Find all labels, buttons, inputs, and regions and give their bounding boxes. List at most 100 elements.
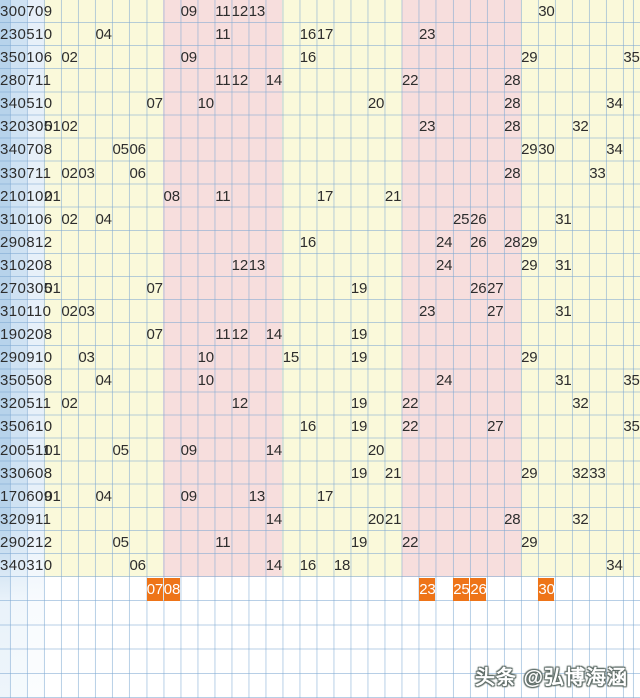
number-cell: 11 bbox=[215, 72, 231, 90]
number-cell: 04 bbox=[95, 487, 112, 505]
number-cell: 19 bbox=[350, 349, 368, 367]
prediction-cell: 30 bbox=[538, 577, 555, 601]
number-cell: 29 bbox=[521, 533, 538, 551]
number-cell: 19 bbox=[350, 418, 368, 436]
number-cell: 33 bbox=[589, 464, 606, 482]
number-cell: 33 bbox=[589, 164, 606, 182]
row-label: 290812 bbox=[0, 233, 53, 251]
number-cell: 06 bbox=[129, 141, 146, 159]
row-label: 320511 bbox=[0, 395, 52, 413]
number-cell: 09 bbox=[180, 487, 197, 505]
number-cell: 17 bbox=[316, 487, 334, 505]
number-cell: 12 bbox=[231, 326, 248, 344]
row-label: 230510 bbox=[0, 26, 53, 44]
number-cell: 31 bbox=[555, 210, 572, 228]
number-cell: 22 bbox=[401, 395, 419, 413]
number-cell: 24 bbox=[436, 372, 453, 390]
number-cell: 10 bbox=[197, 95, 214, 113]
number-cell: 23 bbox=[418, 303, 436, 321]
number-cell: 35 bbox=[623, 49, 640, 67]
number-cell: 11 bbox=[215, 26, 231, 44]
number-cell: 28 bbox=[504, 118, 521, 136]
number-cell: 01 bbox=[44, 118, 61, 136]
row-label: 330711 bbox=[0, 164, 52, 182]
row-label: 270305 bbox=[0, 279, 53, 297]
number-cell: 21 bbox=[384, 464, 402, 482]
row-label: 300709 bbox=[0, 3, 53, 20]
number-cell: 14 bbox=[265, 72, 283, 90]
number-cell: 02 bbox=[61, 395, 78, 413]
number-cell: 18 bbox=[333, 556, 351, 574]
number-cell: 03 bbox=[78, 303, 95, 321]
number-cell: 07 bbox=[146, 279, 163, 297]
number-cell: 15 bbox=[282, 349, 300, 367]
row-label: 290910 bbox=[0, 349, 53, 367]
number-cell: 02 bbox=[61, 118, 78, 136]
row-label: 340310 bbox=[0, 556, 53, 574]
row-label: 350610 bbox=[0, 418, 53, 436]
number-cell: 32 bbox=[572, 510, 589, 528]
row-label: 340510 bbox=[0, 95, 53, 113]
row-label: 350106 bbox=[0, 49, 53, 67]
number-cell: 35 bbox=[623, 418, 640, 436]
number-cell: 30 bbox=[538, 3, 555, 20]
number-cell: 19 bbox=[350, 533, 368, 551]
row-label: 210102 bbox=[0, 187, 53, 205]
number-cell: 28 bbox=[504, 95, 521, 113]
row-label: 350508 bbox=[0, 372, 53, 390]
number-cell: 09 bbox=[180, 441, 197, 459]
row-label: 320305 bbox=[0, 118, 53, 136]
number-cell: 13 bbox=[248, 487, 265, 505]
number-cell: 28 bbox=[504, 164, 521, 182]
row-label: 320911 bbox=[0, 510, 52, 528]
number-cell: 16 bbox=[299, 49, 317, 67]
number-cell: 31 bbox=[555, 256, 572, 274]
prediction-cell: 23 bbox=[419, 577, 436, 601]
number-cell: 26 bbox=[470, 233, 487, 251]
number-cell: 11 bbox=[215, 326, 231, 344]
number-cell: 26 bbox=[470, 279, 487, 297]
value-band-29-35 bbox=[520, 0, 640, 577]
number-cell: 06 bbox=[129, 164, 146, 182]
number-cell: 06 bbox=[129, 556, 146, 574]
number-cell: 29 bbox=[521, 233, 538, 251]
number-cell: 30 bbox=[538, 141, 555, 159]
number-cell: 03 bbox=[78, 349, 95, 367]
number-cell: 17 bbox=[316, 187, 334, 205]
number-cell: 09 bbox=[180, 49, 197, 67]
number-cell: 08 bbox=[163, 187, 180, 205]
number-cell: 16 bbox=[299, 418, 317, 436]
number-cell: 03 bbox=[78, 164, 95, 182]
row-label: 330608 bbox=[0, 464, 53, 482]
number-cell: 25 bbox=[453, 210, 470, 228]
prediction-cell: 07 bbox=[146, 577, 163, 601]
number-cell: 20 bbox=[367, 510, 385, 528]
number-cell: 01 bbox=[44, 279, 61, 297]
number-cell: 10 bbox=[197, 372, 214, 390]
number-cell: 01 bbox=[44, 441, 61, 459]
number-cell: 14 bbox=[265, 441, 283, 459]
row-label: 280711 bbox=[0, 72, 52, 90]
number-cell: 29 bbox=[521, 464, 538, 482]
number-cell: 13 bbox=[248, 3, 265, 20]
number-cell: 02 bbox=[61, 210, 78, 228]
prediction-cell: 26 bbox=[470, 577, 487, 601]
number-cell: 22 bbox=[401, 72, 419, 90]
number-cell: 20 bbox=[367, 441, 385, 459]
number-cell: 32 bbox=[572, 118, 589, 136]
number-cell: 02 bbox=[61, 303, 78, 321]
value-band-15-21 bbox=[282, 0, 402, 577]
number-cell: 19 bbox=[350, 279, 368, 297]
number-cell: 07 bbox=[146, 326, 163, 344]
number-cell: 29 bbox=[521, 349, 538, 367]
row-label: 340708 bbox=[0, 141, 53, 159]
number-cell: 04 bbox=[95, 372, 112, 390]
row-label: 170609 bbox=[0, 487, 53, 505]
number-cell: 17 bbox=[316, 26, 334, 44]
number-cell: 12 bbox=[231, 72, 248, 90]
number-cell: 11 bbox=[215, 187, 231, 205]
number-cell: 07 bbox=[146, 95, 163, 113]
number-cell: 14 bbox=[265, 510, 283, 528]
number-cell: 23 bbox=[418, 118, 436, 136]
number-cell: 02 bbox=[61, 49, 78, 67]
